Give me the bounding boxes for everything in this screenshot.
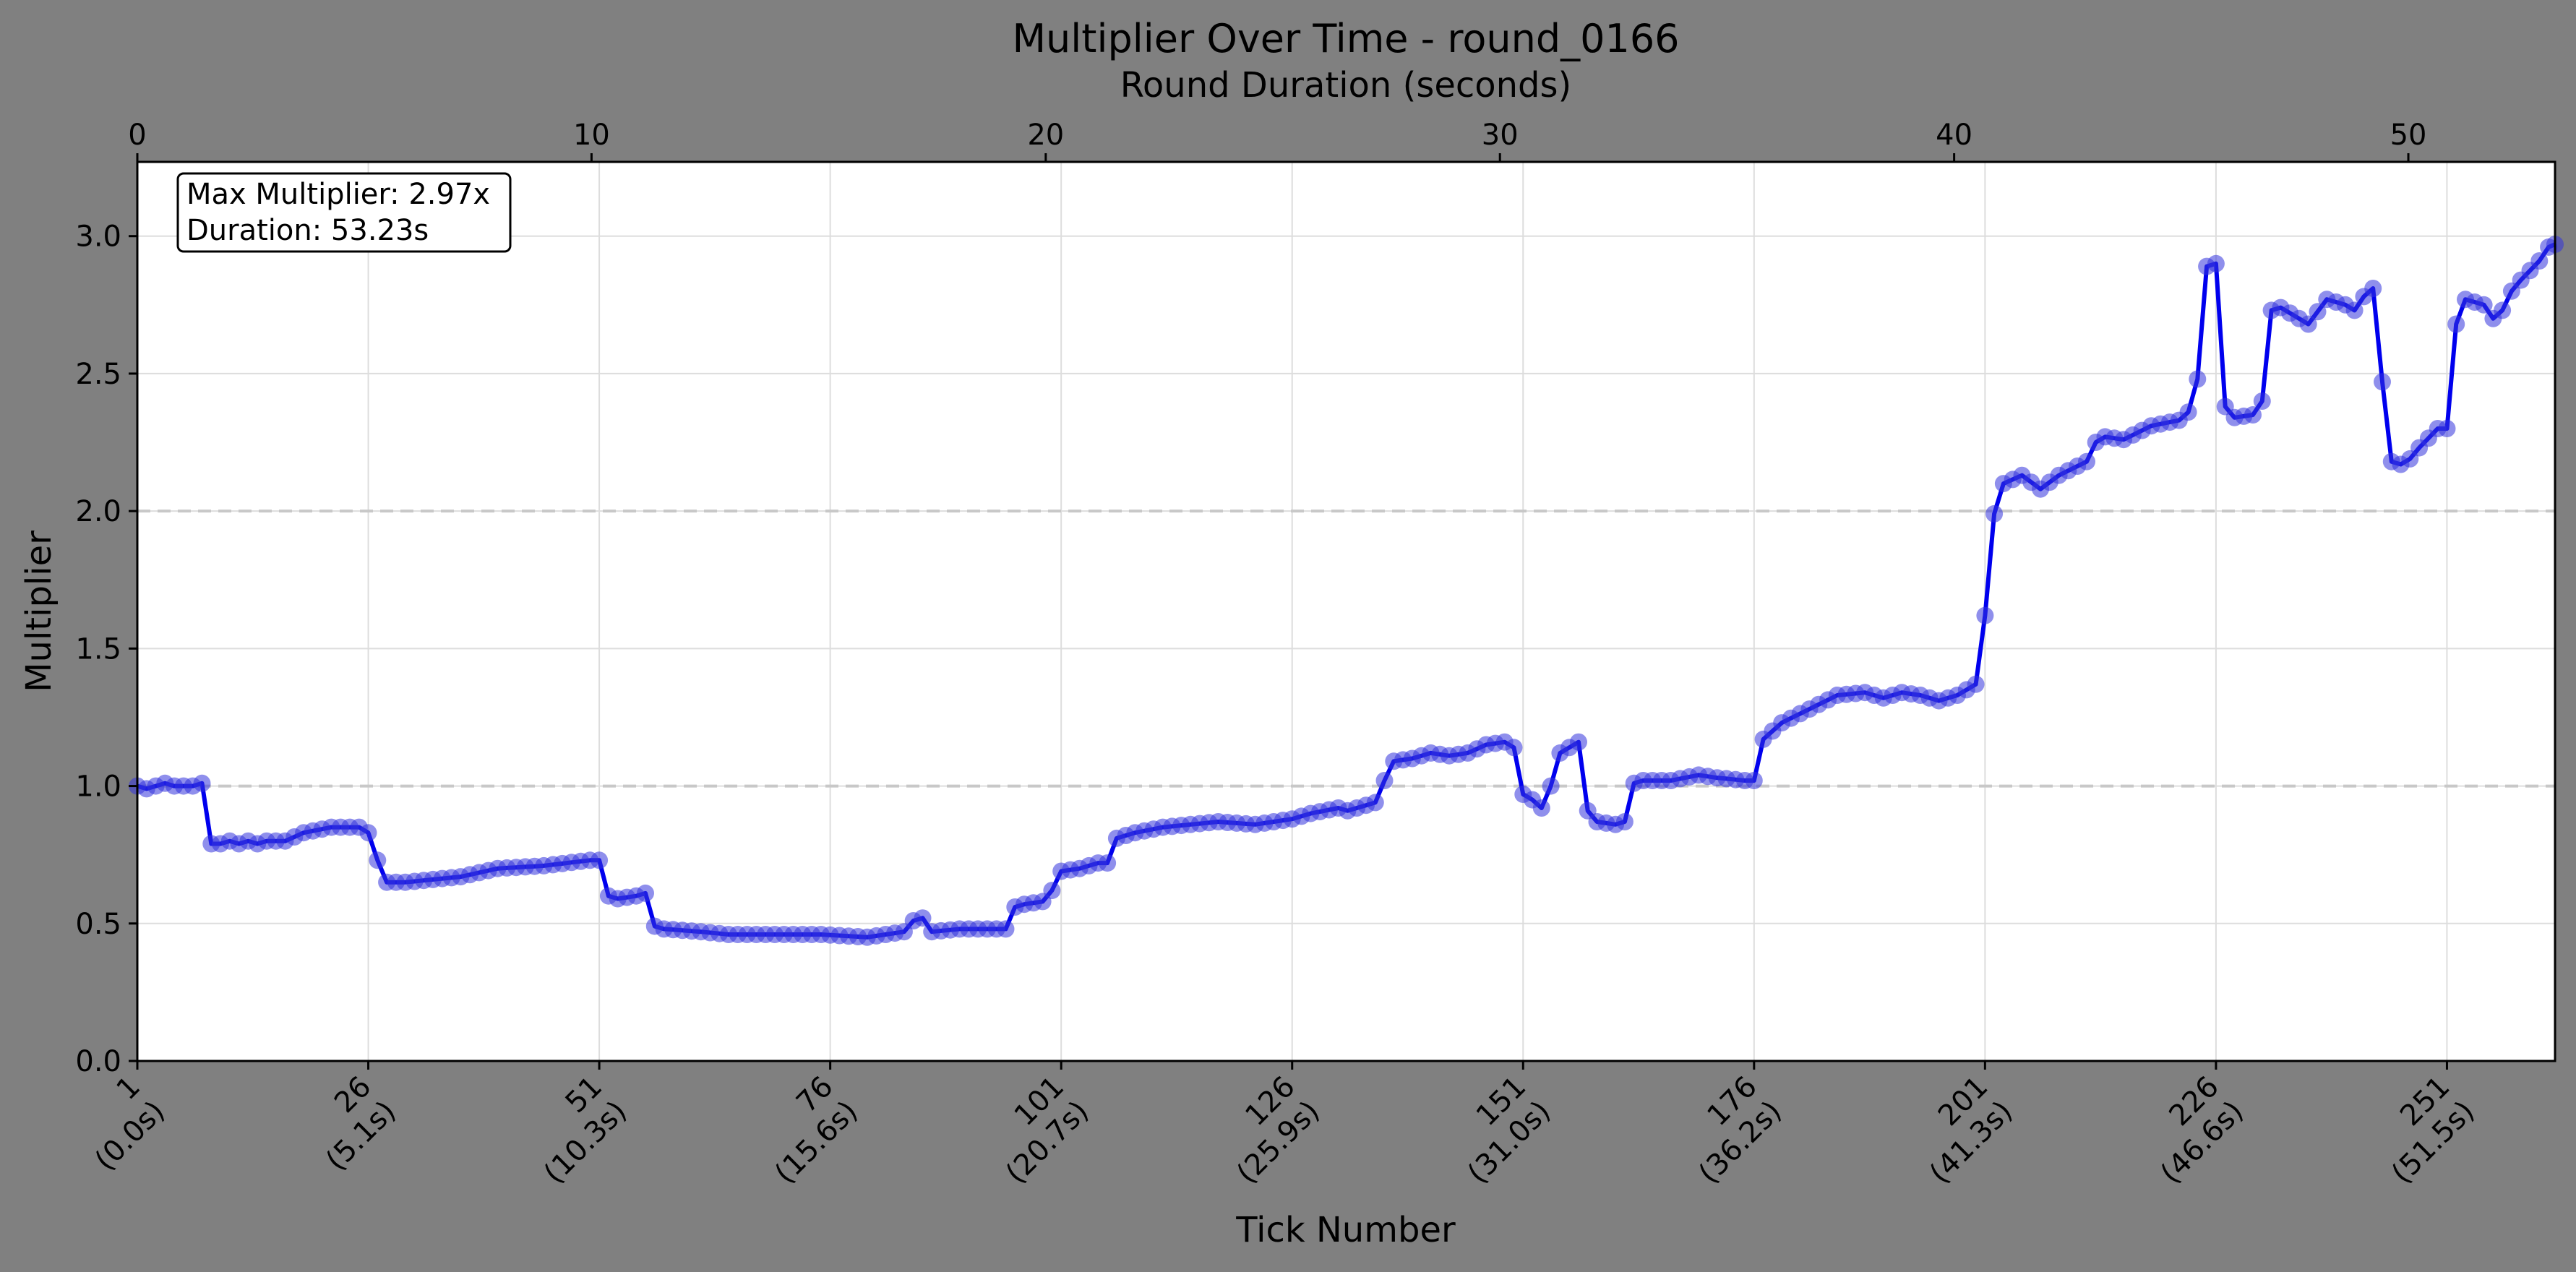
data-point <box>2345 301 2364 319</box>
info-box: Max Multiplier: 2.97x Duration: 53.23s <box>176 172 512 253</box>
data-point <box>2253 392 2271 410</box>
chart-title: Multiplier Over Time - round_0166 <box>1012 16 1679 61</box>
data-point <box>1099 854 1117 872</box>
data-point <box>2078 452 2095 470</box>
y-tick-label: 0.0 <box>75 1045 121 1078</box>
info-max-multiplier: Max Multiplier: 2.97x <box>186 178 490 211</box>
data-point <box>1570 733 1587 751</box>
x-tick-label: 126(25.9s) <box>1206 1070 1326 1190</box>
y-axis-label: Multiplier <box>19 530 59 692</box>
x-tick-label: 201(41.3s) <box>1899 1070 2019 1190</box>
x-tick-label-time: (0.0s) <box>89 1094 171 1177</box>
x-axis-label: Tick Number <box>1235 1210 1456 1250</box>
data-point <box>1043 882 1061 900</box>
y-tick-label: 3.0 <box>75 220 121 254</box>
data-point <box>1366 794 1384 812</box>
x-tick-label: 151(31.0s) <box>1437 1070 1557 1190</box>
top-tick-label: 40 <box>1936 119 1972 152</box>
plot-frame <box>136 160 2556 1062</box>
top-tick-label: 50 <box>2390 119 2427 152</box>
data-point <box>1967 675 1985 693</box>
x-tick-label: 1(0.0s) <box>64 1070 171 1177</box>
data-point <box>997 920 1015 938</box>
data-point <box>2179 403 2197 421</box>
x-tick-label: 51(10.3s) <box>513 1070 633 1190</box>
y-tick-label: 2.5 <box>75 358 121 391</box>
data-point <box>1542 777 1560 795</box>
reference-lines <box>137 510 2555 788</box>
data-point <box>1745 772 1763 789</box>
info-box-frame <box>176 172 512 253</box>
x-tick-label: 251(51.5s) <box>2361 1070 2481 1190</box>
top-tick-label: 0 <box>128 119 146 152</box>
series-multiplier <box>129 236 2564 946</box>
x-axis-ticks: 1(0.0s) 26(5.1s) 51(10.3s) 76(15.6s) 101(20.… <box>64 1061 2481 1190</box>
data-point <box>2244 406 2262 424</box>
data-point <box>2438 420 2456 437</box>
data-point <box>1505 739 1523 757</box>
data-point <box>1976 606 1994 624</box>
x-tick-label: 176(36.2s) <box>1668 1070 1788 1190</box>
x-tick-label: 26(5.1s) <box>295 1070 402 1177</box>
x-tick-label: 226(46.6s) <box>2130 1070 2250 1190</box>
y-axis-ticks: 0.0 0.5 1.0 1.5 2.0 2.5 3.0 <box>75 220 137 1078</box>
data-point <box>2309 303 2327 321</box>
data-point <box>2364 280 2382 297</box>
x-tick-label: 101(20.7s) <box>975 1070 1095 1190</box>
data-point <box>2189 370 2207 388</box>
data-point <box>1985 504 2004 523</box>
top-tick-label: 30 <box>1482 119 1519 152</box>
data-point <box>2207 254 2225 272</box>
data-point <box>369 851 387 869</box>
data-point <box>1532 799 1550 817</box>
grid <box>137 162 2555 1062</box>
info-duration: Duration: 53.23s <box>186 214 429 247</box>
data-point <box>359 824 377 842</box>
data-point <box>2374 373 2391 391</box>
data-point <box>637 884 654 902</box>
top-x-axis-label: Round Duration (seconds) <box>1120 65 1572 106</box>
top-tick-label: 10 <box>573 119 610 152</box>
data-point <box>1375 772 1394 789</box>
x-tick-label: 76(15.6s) <box>744 1070 864 1190</box>
data-point <box>2447 315 2465 333</box>
y-tick-label: 1.5 <box>75 632 121 666</box>
plot-area <box>137 162 2555 1061</box>
y-tick-label: 0.5 <box>75 908 121 941</box>
data-point <box>2530 252 2549 270</box>
data-point <box>1615 813 1633 830</box>
y-tick-label: 2.0 <box>75 495 121 528</box>
data-point <box>2475 296 2493 314</box>
top-axis-ticks: 0 10 20 30 40 50 <box>128 119 2426 162</box>
top-tick-label: 20 <box>1027 119 1064 152</box>
data-point <box>914 909 932 927</box>
data-point <box>591 851 609 869</box>
data-point <box>193 774 211 792</box>
data-point <box>2299 315 2317 333</box>
data-point <box>2494 301 2512 319</box>
y-tick-label: 1.0 <box>75 770 121 804</box>
